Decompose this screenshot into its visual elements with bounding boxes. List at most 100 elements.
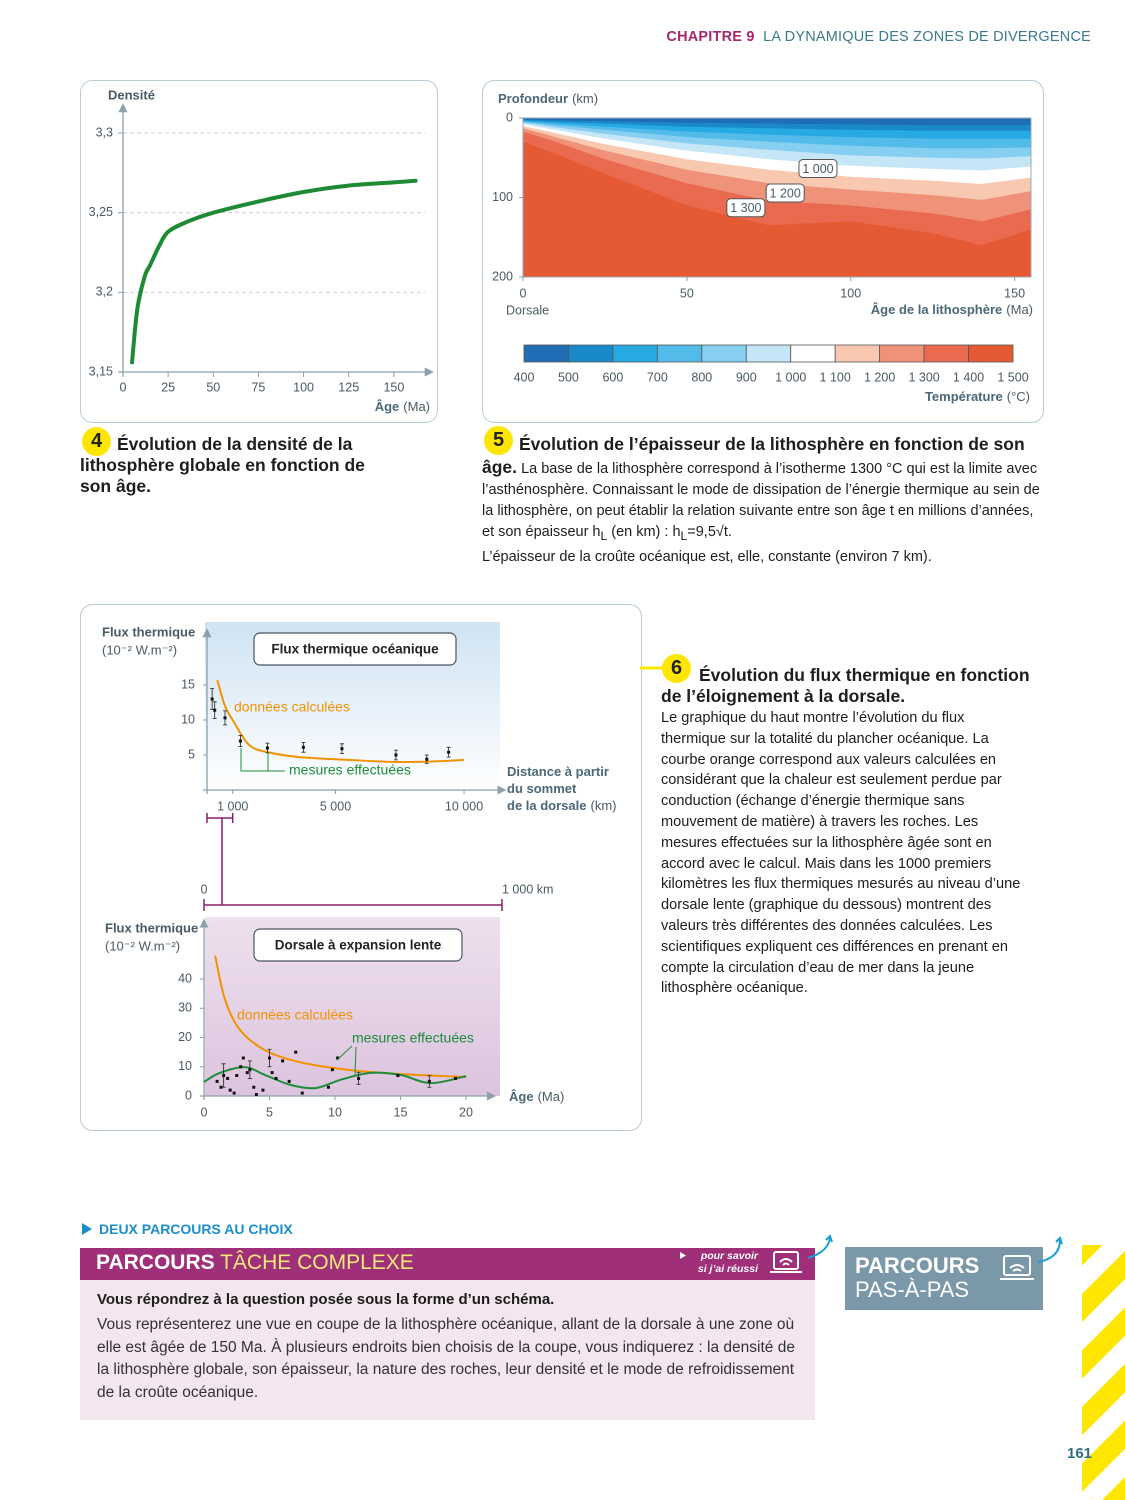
task-heading-strong: PARCOURS	[96, 1251, 215, 1274]
measured-point	[252, 1085, 256, 1089]
x-tick-label: 1 000	[217, 799, 248, 813]
chapter: CHAPITRE 9	[666, 29, 755, 45]
measured-point	[261, 1088, 265, 1092]
measured-leader	[336, 1045, 357, 1077]
data-line	[130, 178, 418, 365]
colorbar-cell	[523, 344, 569, 363]
y-tick-label: 100	[492, 190, 513, 204]
x-axis-title-line: de la dorsale	[507, 798, 586, 813]
measured-point	[454, 1076, 458, 1080]
measured-point	[396, 1074, 400, 1078]
isotherm-label: 1 300	[730, 201, 761, 215]
x-axis-title: du sommet	[507, 781, 577, 796]
chart-title: Flux thermique océanique	[271, 642, 439, 657]
figure-caption: Évolution du flux thermique en fonction …	[661, 665, 1030, 706]
measured-point	[248, 1068, 252, 1072]
measured-point	[300, 1091, 304, 1095]
bullet	[680, 1252, 686, 1259]
measured-point	[213, 708, 217, 712]
task-heading: PARCOURS TÂCHE COMPLEXE	[96, 1251, 414, 1275]
isotherm-label-box	[726, 198, 766, 218]
arrow	[807, 1234, 833, 1259]
colorbar-tick-label: 800	[691, 370, 712, 384]
figure-frame	[80, 80, 438, 423]
x-axis-title-strong: Âge	[509, 1089, 534, 1104]
isotherm-area	[523, 141, 1031, 277]
x-axis-title: de la dorsale (km)	[507, 798, 616, 813]
x-axis-title-line: du sommet	[507, 781, 577, 796]
measured-point	[270, 1071, 274, 1075]
x-axis-title: Âge (Ma)	[509, 1089, 564, 1104]
laptop-icon	[770, 1251, 802, 1273]
calculated-label: données calculées	[237, 1007, 353, 1023]
figure-number: 4	[82, 427, 111, 456]
colorbar-cell	[879, 344, 925, 363]
x-tick-label: 10 000	[445, 799, 483, 813]
measured-point	[238, 739, 242, 743]
colorbar-title-unit: (°C)	[1007, 389, 1030, 404]
calculated-label: données calculées	[234, 699, 350, 715]
measured-point	[287, 1079, 291, 1083]
x-tick-label: 10	[328, 1105, 342, 1119]
x-axis-title: Âge de la lithosphère (Ma)	[871, 302, 1033, 317]
figure-text: Le graphique du haut montre l’évolution …	[661, 710, 1021, 997]
colorbar-tick-label: 900	[736, 370, 757, 384]
colorbar-cell	[968, 344, 1014, 363]
measured-point	[425, 757, 429, 761]
zoom-bracket	[206, 813, 234, 905]
measured-point	[219, 1085, 223, 1089]
isotherm-label: 1 000	[802, 162, 833, 176]
x-axis-title: Âge (Ma)	[375, 399, 430, 414]
x-tick-label: 50	[680, 286, 694, 300]
caption-text: L’épaisseur de la croûte océanique est, …	[482, 548, 932, 565]
figure-number: 5	[484, 426, 513, 455]
measured-point	[357, 1076, 361, 1080]
steps-heading: PARCOURS PAS-À-PAS	[855, 1254, 979, 1302]
measured-label: mesures effectuées	[289, 762, 411, 778]
x-axis-title-line: Distance à partir	[507, 764, 609, 779]
measured-point	[254, 1093, 258, 1097]
y-tick-label: 3,15	[89, 364, 113, 378]
y-tick-label: 40	[178, 971, 192, 985]
colorbar-tick-label: 1 100	[820, 370, 851, 384]
y-axis-title-strong: Profondeur	[498, 91, 568, 106]
zoom-tick-label: 1 000 km	[502, 882, 553, 896]
caption-title: Évolution de l’épaisseur de la lithosphè…	[482, 434, 1025, 477]
measured-label: mesures effectuées	[352, 1030, 474, 1046]
x-axis-title-unit: (Ma)	[538, 1089, 565, 1104]
x-tick-label: 5 000	[320, 799, 351, 813]
y-tick-label: 200	[492, 269, 513, 283]
x-tick-label: 5	[266, 1105, 273, 1119]
measured-point	[336, 1056, 340, 1060]
colorbar-tick-label: 1 200	[864, 370, 895, 384]
caption-text: =9,5√t.	[687, 524, 732, 540]
x-tick-label: 100	[293, 380, 314, 394]
x-axis-title: Distance à partir	[507, 764, 609, 779]
measured-point	[268, 1056, 271, 1060]
measured-point	[228, 1088, 232, 1092]
figure-number: 6	[662, 654, 691, 683]
measured-point	[274, 1076, 278, 1080]
colorbar-cell	[923, 344, 969, 363]
x-axis-title-unit: (Ma)	[1006, 302, 1033, 317]
y-tick-label: 30	[178, 1001, 192, 1015]
y-tick-label: 10	[178, 1059, 192, 1073]
measured-point	[326, 1085, 330, 1089]
colorbar-cell	[790, 344, 836, 363]
colorbar-cell	[701, 344, 747, 363]
measured-point	[210, 697, 214, 701]
caption-text: (en km) : h	[607, 524, 681, 540]
chart-title-box	[253, 928, 463, 962]
x-tick-label: 15	[394, 1105, 408, 1119]
colorbar-tick-label: 1 000	[775, 370, 806, 384]
measured-point	[447, 750, 451, 754]
running-header: CHAPITRE 9 LA DYNAMIQUE DES ZONES DE DIV…	[666, 29, 1091, 45]
y-tick-label: 0	[506, 110, 513, 124]
measured-point	[330, 1068, 334, 1072]
colorbar-tick-label: 500	[558, 370, 579, 384]
x-tick-label: 125	[338, 380, 359, 394]
y-tick-label: 3,3	[96, 125, 113, 139]
chart-title-box	[253, 632, 457, 666]
task-question: Vous répondrez à la question posée sous …	[97, 1291, 555, 1308]
